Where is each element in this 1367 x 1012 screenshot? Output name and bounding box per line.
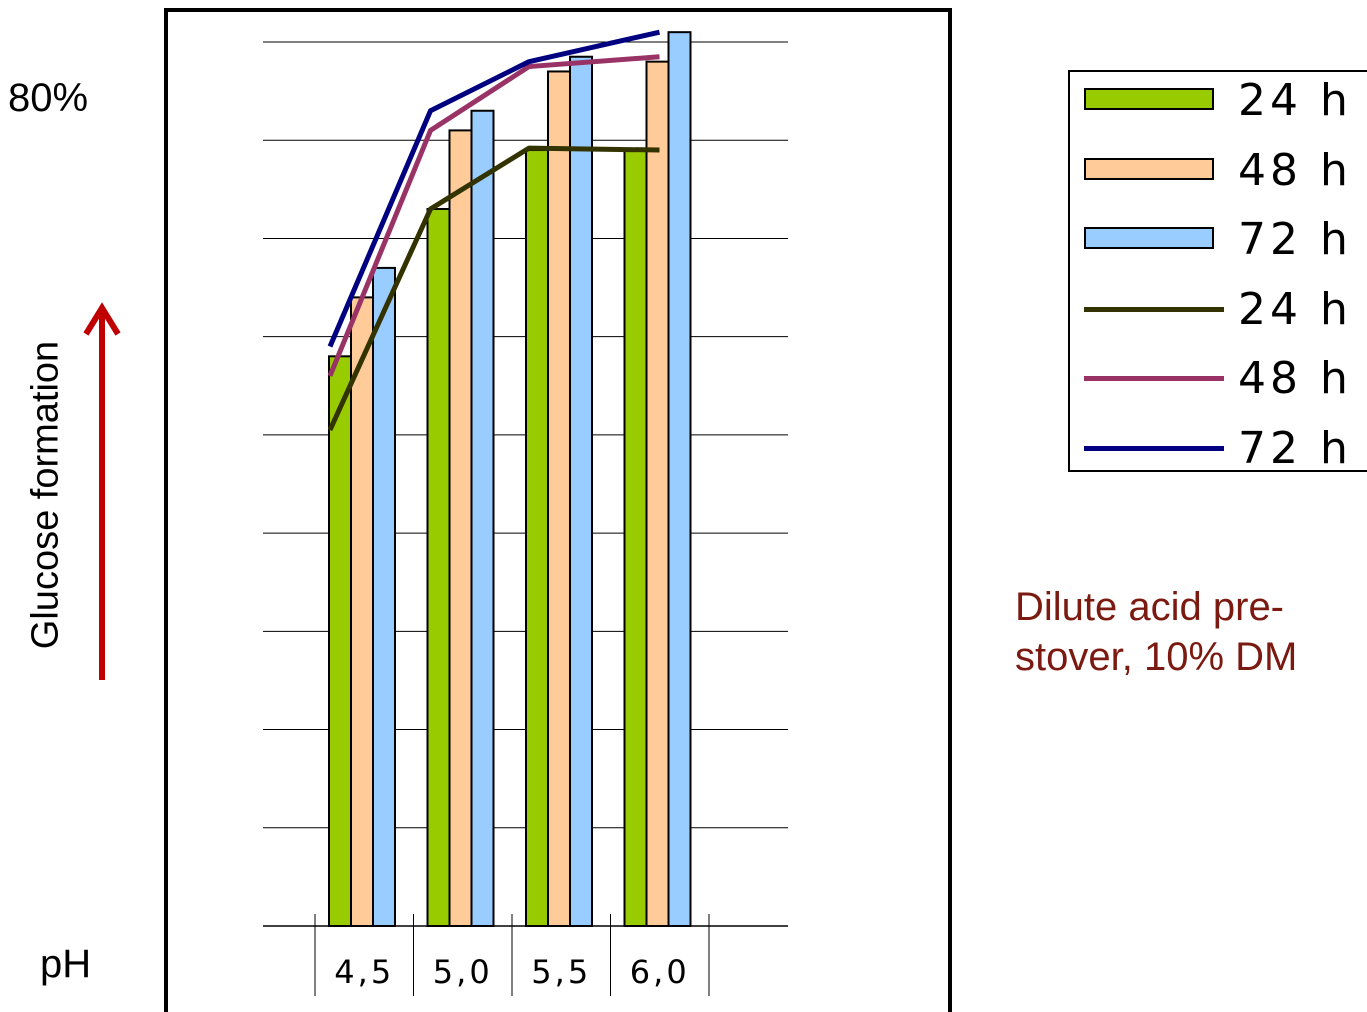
legend-line-swatch <box>1084 376 1224 381</box>
up-arrow-icon <box>83 302 121 680</box>
x-ticks: 4,5 5,0 5,5 6,0 <box>314 914 710 996</box>
legend: 24 h 48 h 72 h 24 h 48 h 72 h <box>1068 70 1367 474</box>
legend-label: 72 h <box>1238 422 1352 474</box>
legend-label: 72 h <box>1238 214 1352 265</box>
legend-swatch <box>1084 157 1214 180</box>
note-line: Dilute acid pre- <box>1015 585 1285 629</box>
legend-item: 72 h <box>1084 215 1367 265</box>
series-line <box>327 54 660 377</box>
legend-label: 48 h <box>1238 144 1352 196</box>
x-tick-label: 5,5 <box>531 953 591 991</box>
bar <box>623 149 648 928</box>
bar <box>372 266 396 927</box>
bar <box>448 129 473 927</box>
bar <box>667 31 692 927</box>
legend-label: 48 h <box>1238 353 1352 404</box>
bar <box>328 355 352 927</box>
x-tick-label: 5,0 <box>433 953 493 991</box>
bar <box>525 149 549 928</box>
bar <box>470 109 495 927</box>
x-tick-label: 6,0 <box>630 953 690 991</box>
legend-item: 72 h <box>1084 422 1367 474</box>
legend-item: 24 h <box>1084 283 1367 335</box>
bar <box>547 70 571 927</box>
bar <box>350 296 374 927</box>
x-tick-label: 4,5 <box>334 953 394 991</box>
series-line <box>327 29 661 348</box>
note-text: Dilute acid pre- stover, 10% DM <box>1015 582 1367 682</box>
legend-item: 24 h <box>1084 76 1367 126</box>
y-axis-max-label: 80% <box>8 76 89 120</box>
bar <box>569 55 593 927</box>
legend-label: 24 h <box>1238 75 1352 126</box>
note-line: stover, 10% DM <box>1015 635 1298 679</box>
series-line <box>327 145 660 432</box>
bars <box>328 31 692 928</box>
legend-item: 48 h <box>1084 354 1367 404</box>
legend-label: 24 h <box>1238 283 1352 335</box>
series-lines <box>327 29 661 432</box>
x-axis-title: pH <box>40 942 92 986</box>
legend-line-swatch <box>1084 306 1224 312</box>
legend-swatch <box>1084 88 1214 110</box>
legend-line-swatch <box>1084 445 1224 451</box>
bar <box>645 60 670 927</box>
legend-swatch <box>1084 227 1214 249</box>
legend-item: 48 h <box>1084 144 1367 196</box>
bar <box>426 207 451 927</box>
